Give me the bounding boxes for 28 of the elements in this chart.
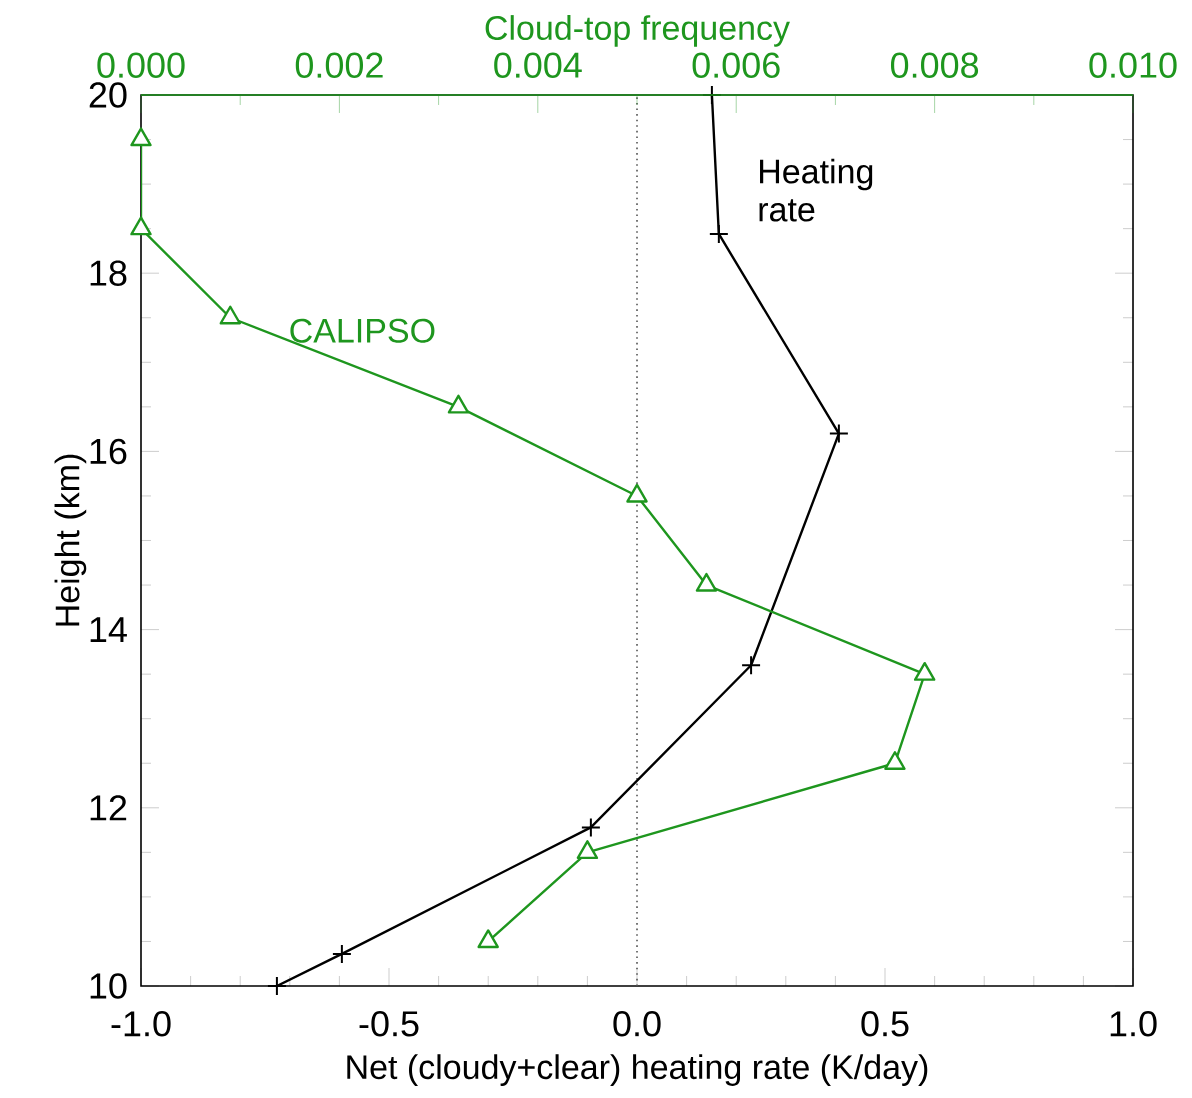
series-label: Heating rate [759,158,873,222]
point [331,943,352,964]
x2-tick-label: 0.008 [890,52,979,78]
x2-tick-label: 0.002 [295,52,383,78]
x-tick-label: 1.0 [1110,1011,1157,1037]
point [741,655,762,676]
x2-axis-title: Cloud-top frequency [485,15,790,47]
y-tick-label: 14 [90,617,127,642]
x-tick-label: 0.0 [613,1011,661,1037]
x2-tick-label: 0.000 [97,52,185,78]
point [580,817,601,838]
point [266,976,287,996]
x-tick-label: -1.0 [111,1011,171,1037]
y-tick-label: 18 [90,260,127,286]
series-label: CALIPSO [290,318,435,343]
y-axis-title: Height (km) [54,454,87,626]
x2-tick-label: 0.004 [494,52,582,78]
x2-tick-label: 0.010 [1089,52,1177,78]
x2-tick-label: 0.006 [692,52,780,78]
x-tick-label: 0.5 [861,1011,909,1037]
point [828,423,849,444]
y-tick-label: 10 [90,973,127,999]
y-tick-label: 16 [90,438,127,465]
y-tick-label: 20 [89,82,127,108]
x-tick-label: -0.5 [359,1011,419,1037]
x-axis-title: Net (cloudy+clear) heating rate (K/day) [347,1054,928,1086]
y-tick-label: 12 [90,795,127,821]
point [708,223,729,244]
